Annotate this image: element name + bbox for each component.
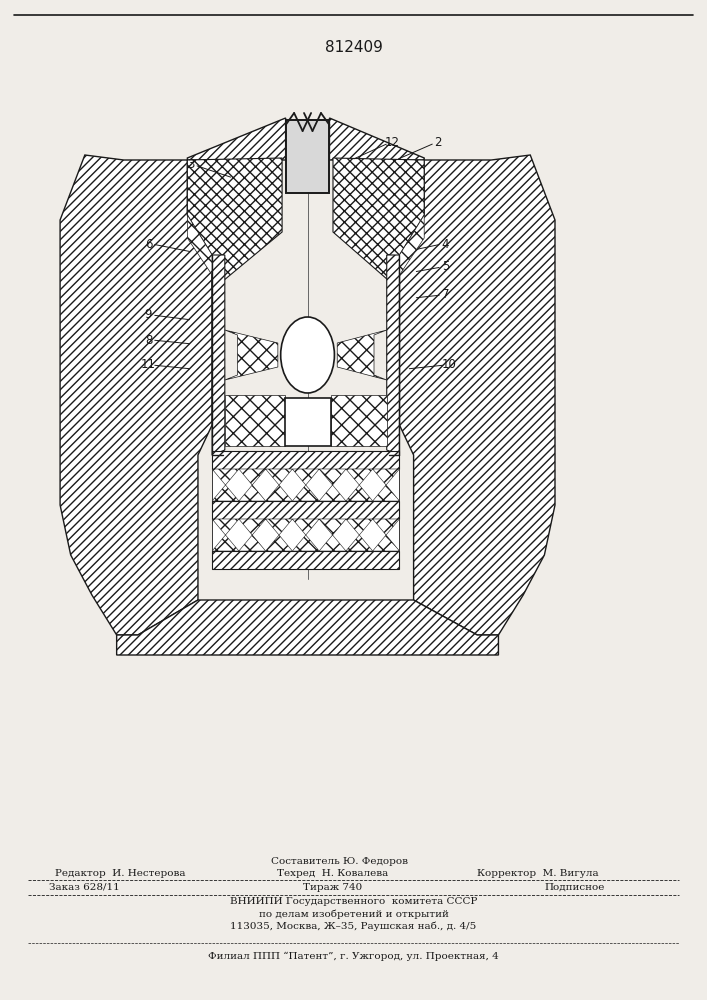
- Text: 10: 10: [441, 359, 457, 371]
- Polygon shape: [319, 485, 346, 501]
- Polygon shape: [266, 485, 293, 501]
- Polygon shape: [319, 469, 346, 485]
- Polygon shape: [284, 398, 331, 446]
- Polygon shape: [329, 118, 424, 160]
- Text: Подписное: Подписное: [544, 882, 604, 892]
- Polygon shape: [333, 158, 424, 290]
- Text: 113035, Москва, Ж–35, Раушская наб., д. 4/5: 113035, Москва, Ж–35, Раушская наб., д. …: [230, 921, 477, 931]
- Polygon shape: [266, 469, 293, 485]
- Circle shape: [281, 317, 334, 393]
- Polygon shape: [212, 485, 239, 501]
- Polygon shape: [399, 215, 424, 275]
- Polygon shape: [337, 330, 387, 380]
- Text: 7: 7: [442, 288, 449, 302]
- Polygon shape: [319, 519, 346, 535]
- Text: Техред  Н. Ковалева: Техред Н. Ковалева: [276, 868, 388, 878]
- Polygon shape: [212, 519, 239, 535]
- Text: Редактор  И. Нестерова: Редактор И. Нестерова: [55, 868, 185, 878]
- Polygon shape: [225, 395, 284, 446]
- Polygon shape: [286, 80, 329, 108]
- Polygon shape: [373, 519, 399, 535]
- Polygon shape: [319, 535, 346, 551]
- Polygon shape: [331, 395, 387, 446]
- Text: 6: 6: [145, 237, 152, 250]
- Polygon shape: [212, 501, 399, 519]
- Polygon shape: [266, 535, 293, 551]
- Text: 2: 2: [435, 136, 442, 149]
- Polygon shape: [239, 535, 266, 551]
- Polygon shape: [187, 118, 286, 160]
- Text: Корректор  М. Вигула: Корректор М. Вигула: [477, 868, 598, 878]
- Polygon shape: [212, 255, 225, 455]
- Polygon shape: [187, 215, 212, 275]
- Text: 3: 3: [187, 158, 194, 172]
- Text: 5: 5: [442, 260, 449, 273]
- Polygon shape: [286, 120, 329, 193]
- Text: 12: 12: [385, 136, 400, 149]
- Polygon shape: [212, 469, 399, 501]
- Polygon shape: [187, 158, 282, 290]
- Polygon shape: [346, 469, 373, 485]
- Polygon shape: [373, 485, 399, 501]
- Text: Составитель Ю. Федоров: Составитель Ю. Федоров: [271, 857, 408, 866]
- Text: 812409: 812409: [325, 40, 382, 55]
- Text: по делам изобретений и открытий: по делам изобретений и открытий: [259, 909, 448, 919]
- Polygon shape: [60, 155, 212, 635]
- Text: 4: 4: [442, 237, 449, 250]
- Text: 9: 9: [145, 308, 152, 322]
- Polygon shape: [346, 519, 373, 535]
- Polygon shape: [346, 485, 373, 501]
- Polygon shape: [373, 535, 399, 551]
- Text: 1: 1: [304, 135, 311, 148]
- Polygon shape: [212, 551, 399, 569]
- Text: Тираж 740: Тираж 740: [303, 882, 362, 892]
- Text: 11: 11: [141, 359, 156, 371]
- Polygon shape: [387, 255, 399, 455]
- Polygon shape: [212, 535, 239, 551]
- Polygon shape: [266, 519, 293, 535]
- Polygon shape: [293, 469, 319, 485]
- Polygon shape: [399, 155, 555, 635]
- Polygon shape: [239, 485, 266, 501]
- Text: Филиал ППП “Патент”, г. Ужгород, ул. Проектная, 4: Филиал ППП “Патент”, г. Ужгород, ул. Про…: [208, 951, 499, 961]
- Text: 8: 8: [145, 334, 152, 347]
- Polygon shape: [117, 600, 498, 655]
- Polygon shape: [212, 519, 399, 551]
- Polygon shape: [373, 469, 399, 485]
- Polygon shape: [225, 330, 278, 380]
- Text: Заказ 628/11: Заказ 628/11: [49, 882, 120, 892]
- Polygon shape: [212, 469, 239, 485]
- Polygon shape: [239, 469, 266, 485]
- Text: ВНИИПИ Государственного  комитета СССР: ВНИИПИ Государственного комитета СССР: [230, 898, 477, 906]
- Polygon shape: [239, 519, 266, 535]
- Polygon shape: [293, 535, 319, 551]
- Polygon shape: [293, 519, 319, 535]
- Polygon shape: [293, 485, 319, 501]
- Polygon shape: [212, 451, 399, 469]
- Polygon shape: [346, 535, 373, 551]
